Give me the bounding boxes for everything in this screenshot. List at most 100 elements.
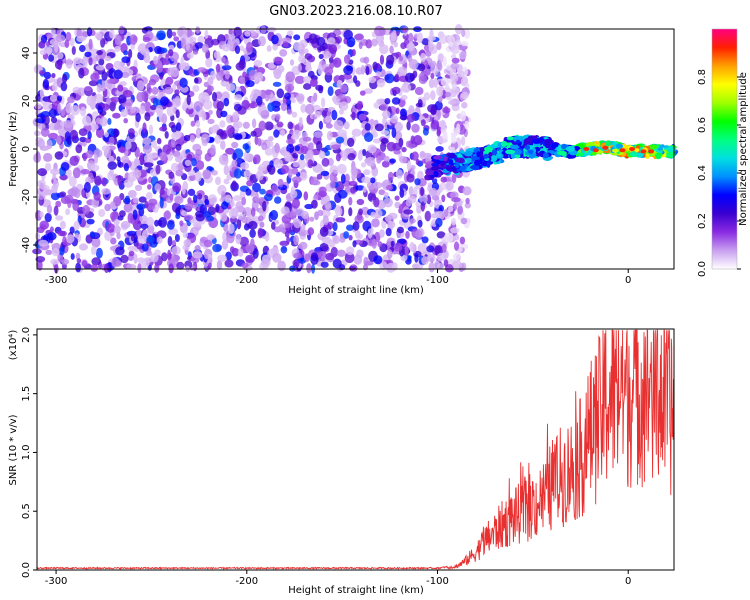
- spectrogram-cell: [450, 74, 456, 85]
- spectrogram-cell: [313, 131, 323, 139]
- spectrogram-cell: [106, 223, 116, 233]
- spectrogram-cell: [337, 189, 348, 199]
- spectrogram-cell: [364, 132, 374, 143]
- spectrogram-cell: [457, 205, 463, 215]
- spectrogram-cell: [448, 100, 456, 105]
- spectrogram-cell: [413, 135, 423, 146]
- spectrogram-cell: [428, 262, 435, 273]
- spectrogram-cell: [266, 139, 274, 148]
- figure-title: GN03.2023.216.08.10.R07: [269, 4, 443, 19]
- spectrogram-cell: [59, 191, 67, 198]
- spectrogram-cell: [237, 248, 244, 257]
- spectrogram-cell: [246, 42, 254, 53]
- spectrogram-cell: [397, 66, 408, 78]
- spectrogram-cell: [235, 233, 242, 245]
- spectrogram-cell: [147, 184, 152, 190]
- spectrogram-cell: [441, 243, 447, 253]
- spectrogram-cell: [405, 230, 410, 239]
- spectrogram-ridge-cell: [454, 161, 460, 169]
- spectrogram-cell: [56, 135, 62, 145]
- spectrogram-cell: [327, 37, 336, 45]
- spectrogram-cell: [133, 157, 140, 167]
- spectrogram-cell: [450, 62, 460, 70]
- spectrogram-cell: [438, 205, 445, 213]
- spectrogram-cell: [243, 151, 250, 162]
- x-tick-label: -100: [426, 275, 449, 286]
- spectrogram-cell: [71, 46, 76, 55]
- spectrogram-cell: [90, 263, 99, 272]
- spectrogram-cell: [373, 255, 383, 265]
- spectrogram-cell: [38, 41, 46, 49]
- spectrogram-cell: [460, 77, 468, 86]
- spectrogram-cell: [464, 202, 471, 209]
- spectrogram-cell: [204, 152, 212, 162]
- spectrogram-cell: [104, 131, 109, 138]
- spectrogram-cell: [91, 257, 101, 266]
- spectrogram-cell: [125, 98, 134, 107]
- spectrogram-cell: [274, 56, 284, 65]
- spectrogram-cell: [421, 38, 430, 46]
- spectrogram-cell: [337, 129, 347, 137]
- spectrogram-ridge-cell: [524, 145, 531, 150]
- spectrogram-cell: [51, 247, 60, 257]
- spectrogram-cell: [96, 50, 103, 56]
- spectrogram-cell: [264, 233, 270, 242]
- spectrogram-ridge-cell: [523, 137, 533, 145]
- spectrogram-cell: [182, 230, 189, 238]
- spectrogram-peak-cell: [629, 147, 635, 151]
- spectrogram-cell: [405, 72, 415, 83]
- spectrogram-cell: [460, 110, 467, 122]
- x-tick-label: -100: [426, 576, 449, 587]
- spectrogram-cell: [190, 120, 196, 127]
- spectrogram-cell: [300, 103, 307, 113]
- spectrogram-cell: [37, 138, 46, 149]
- spectrogram-cell: [302, 136, 312, 142]
- spectrogram-cell: [212, 243, 222, 253]
- spectrogram-cell: [50, 168, 60, 175]
- snr-x-ticks: -300 -200 -100 0: [45, 570, 631, 587]
- spectrogram-cell: [297, 63, 302, 72]
- spectrogram-ridge-cell: [491, 155, 498, 162]
- spectrogram-cell: [348, 147, 355, 153]
- spectrogram-cell: [264, 121, 274, 131]
- spectrogram-cell: [79, 44, 86, 53]
- spectrogram-cell: [379, 229, 385, 238]
- spectrogram-cell: [272, 43, 278, 51]
- spectrogram-cell: [55, 34, 66, 42]
- spectrogram-cell: [77, 87, 86, 96]
- spectrogram-cell: [328, 44, 338, 54]
- spectrogram-cell: [448, 41, 454, 48]
- spectrogram-cell: [363, 56, 370, 64]
- spectrogram-cell: [374, 25, 384, 37]
- spectrogram-cell: [294, 145, 300, 152]
- spectrogram-cell: [110, 211, 120, 221]
- spectrogram-cell: [245, 243, 255, 253]
- spectrogram-cell: [392, 142, 402, 151]
- spectrogram-cell: [353, 75, 358, 84]
- spectrogram-cell: [84, 51, 92, 58]
- spectrogram-cell: [421, 256, 429, 265]
- spectrogram-cell: [293, 252, 302, 259]
- spectrogram-cell: [156, 30, 166, 40]
- spectrogram-ridge-cell: [443, 156, 448, 162]
- spectrogram-cell: [99, 116, 108, 127]
- spectrogram-cells: [32, 24, 679, 274]
- spectrogram-ridge-cell: [513, 136, 523, 143]
- spectrogram-cell: [35, 118, 45, 124]
- spectrogram-cell: [379, 54, 385, 65]
- spectrogram-cell: [90, 231, 95, 238]
- spectrogram-cell: [177, 27, 184, 37]
- spectrogram-cell: [387, 220, 396, 229]
- spectrogram-cell: [36, 226, 45, 234]
- spectrogram-cell: [168, 49, 174, 57]
- spectrogram-cell: [109, 101, 116, 112]
- spectrogram-cell: [154, 183, 161, 192]
- spectrogram-cell: [124, 195, 130, 204]
- spectrogram-cell: [336, 163, 347, 175]
- spectrogram-cell: [68, 176, 77, 187]
- spectrogram-cell: [207, 76, 214, 86]
- spectrogram-cell: [310, 180, 321, 186]
- spectrogram-cell: [187, 188, 196, 196]
- spectrogram-peak-cell: [619, 148, 626, 153]
- spectrogram-cell: [221, 43, 231, 52]
